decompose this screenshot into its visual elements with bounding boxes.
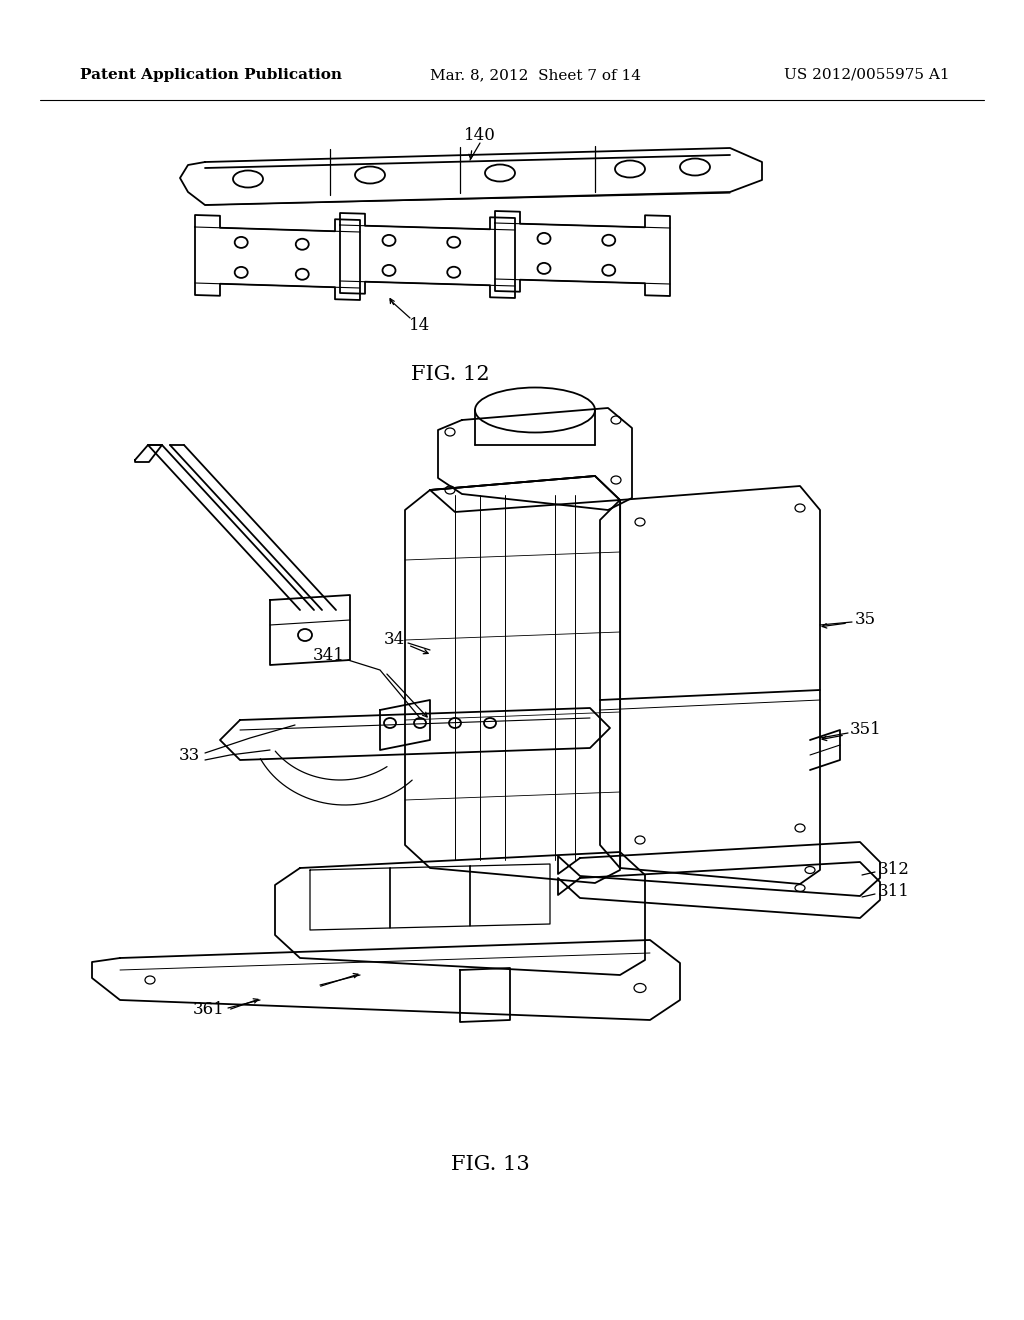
Text: Patent Application Publication: Patent Application Publication (80, 69, 342, 82)
Text: 312: 312 (878, 862, 910, 879)
Text: 14: 14 (410, 317, 431, 334)
Text: 351: 351 (850, 722, 882, 738)
Text: 34: 34 (384, 631, 406, 648)
Text: 311: 311 (878, 883, 910, 900)
Text: 361: 361 (194, 1002, 225, 1019)
Text: FIG. 12: FIG. 12 (411, 366, 489, 384)
Text: 140: 140 (464, 127, 496, 144)
Text: 35: 35 (855, 611, 877, 628)
Text: Mar. 8, 2012  Sheet 7 of 14: Mar. 8, 2012 Sheet 7 of 14 (430, 69, 641, 82)
Text: FIG. 13: FIG. 13 (451, 1155, 529, 1175)
Text: 341: 341 (313, 647, 345, 664)
Text: US 2012/0055975 A1: US 2012/0055975 A1 (784, 69, 950, 82)
Text: 33: 33 (179, 747, 200, 763)
